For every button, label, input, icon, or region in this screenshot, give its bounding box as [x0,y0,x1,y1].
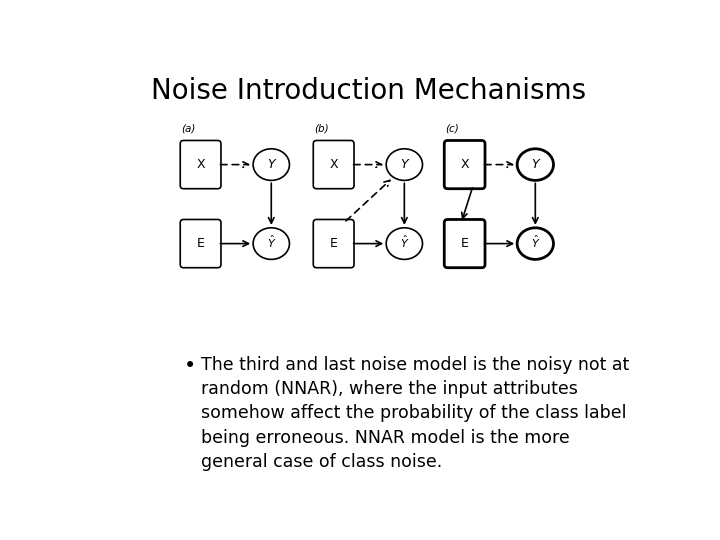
Text: (b): (b) [315,124,329,133]
Text: The third and last noise model is the noisy not at
random (NNAR), where the inpu: The third and last noise model is the no… [201,356,629,471]
Ellipse shape [253,228,289,259]
Text: $\hat{Y}$: $\hat{Y}$ [400,233,409,249]
Text: Y: Y [531,158,539,171]
Text: X: X [197,158,205,171]
Text: Noise Introduction Mechanisms: Noise Introduction Mechanisms [151,77,587,105]
Text: E: E [330,237,338,250]
Text: X: X [460,158,469,171]
FancyBboxPatch shape [180,140,221,188]
FancyBboxPatch shape [444,219,485,268]
Ellipse shape [517,228,554,259]
Text: $\hat{Y}$: $\hat{Y}$ [531,233,540,249]
Ellipse shape [517,149,554,180]
Text: E: E [461,237,469,250]
Text: (a): (a) [181,124,196,133]
Ellipse shape [386,149,423,180]
Text: (c): (c) [446,124,459,133]
Text: Y: Y [400,158,408,171]
FancyBboxPatch shape [313,219,354,268]
FancyBboxPatch shape [444,140,485,188]
Text: $\hat{Y}$: $\hat{Y}$ [266,233,276,249]
FancyBboxPatch shape [313,140,354,188]
Text: Y: Y [267,158,275,171]
Ellipse shape [386,228,423,259]
Text: •: • [184,356,197,376]
Text: X: X [329,158,338,171]
FancyBboxPatch shape [180,219,221,268]
Text: E: E [197,237,204,250]
Ellipse shape [253,149,289,180]
